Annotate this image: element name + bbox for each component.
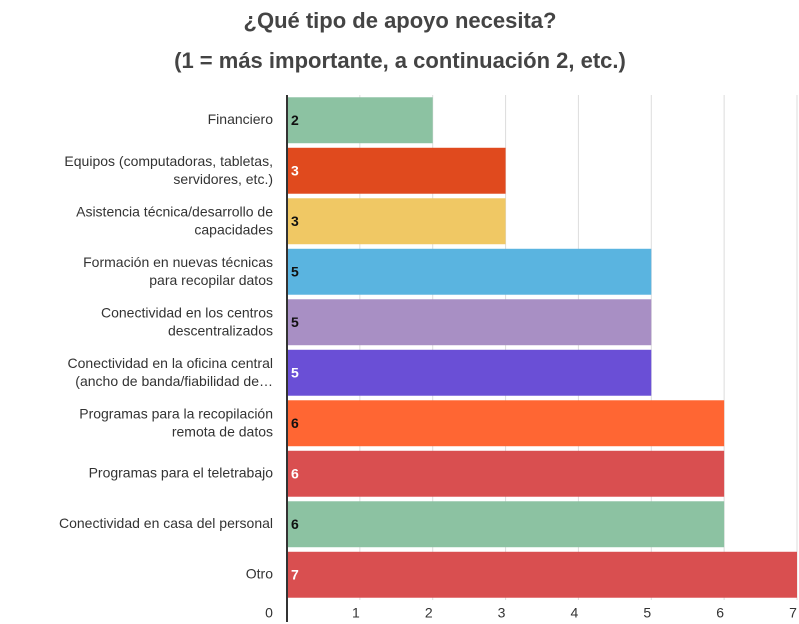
value-label: 7 (291, 566, 299, 582)
value-label: 2 (291, 112, 299, 128)
value-label: 6 (291, 415, 299, 431)
x-tick-label: 4 (571, 605, 579, 621)
y-tick-label: Financiero (208, 111, 274, 127)
x-tick-label: 1 (352, 605, 360, 621)
y-tick-label: Formación en nuevas técnicas para recopil… (83, 253, 273, 287)
value-label: 6 (291, 465, 299, 481)
y-tick-label: Asistencia técnica/desarrollo de capacida… (76, 203, 273, 237)
value-label: 3 (291, 213, 299, 229)
bar (287, 299, 652, 346)
bar (287, 349, 652, 396)
x-tick-label: 6 (716, 605, 724, 621)
y-tick-label: Equipos (computadoras, tabletas, servidor… (64, 152, 273, 186)
bar (287, 248, 652, 295)
bar (287, 147, 506, 194)
bar (287, 501, 725, 548)
y-tick-label: Programas para la recopilación remota de … (79, 405, 273, 439)
y-tick-label: Conectividad en los centros descentraliza… (101, 304, 273, 338)
x-tick-label: 3 (498, 605, 506, 621)
value-label: 5 (291, 364, 299, 380)
value-label: 3 (291, 162, 299, 178)
y-tick-label: Conectividad en casa del personal (59, 515, 273, 531)
chart-title: ¿Qué tipo de apoyo necesita? (244, 8, 557, 33)
x-tick-label: 5 (643, 605, 651, 621)
value-label: 5 (291, 263, 299, 279)
y-tick-label: Otro (246, 565, 273, 581)
value-label: 6 (291, 516, 299, 532)
bar (287, 400, 725, 447)
x-tick-label: 7 (789, 605, 797, 621)
y-tick-label: Programas para el teletrabajo (89, 464, 274, 480)
bar (287, 450, 725, 497)
x-tick-label: 0 (265, 605, 273, 621)
y-tick-label: Conectividad en la oficina central (ancho… (68, 354, 273, 388)
bar (287, 97, 433, 144)
bar (287, 198, 506, 245)
chart-subtitle: (1 = más importante, a continuación 2, e… (174, 48, 626, 73)
bar (287, 551, 797, 598)
x-tick-label: 2 (425, 605, 433, 621)
value-label: 5 (291, 314, 299, 330)
